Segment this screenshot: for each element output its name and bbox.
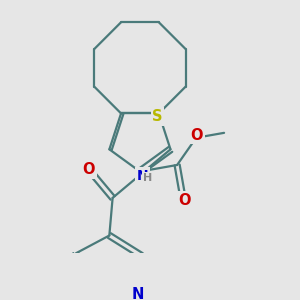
Text: O: O: [178, 193, 190, 208]
Text: N: N: [137, 169, 148, 183]
Text: H: H: [143, 173, 152, 183]
Text: S: S: [152, 109, 163, 124]
Text: O: O: [191, 128, 203, 143]
Text: N: N: [131, 287, 144, 300]
Text: O: O: [82, 162, 95, 177]
